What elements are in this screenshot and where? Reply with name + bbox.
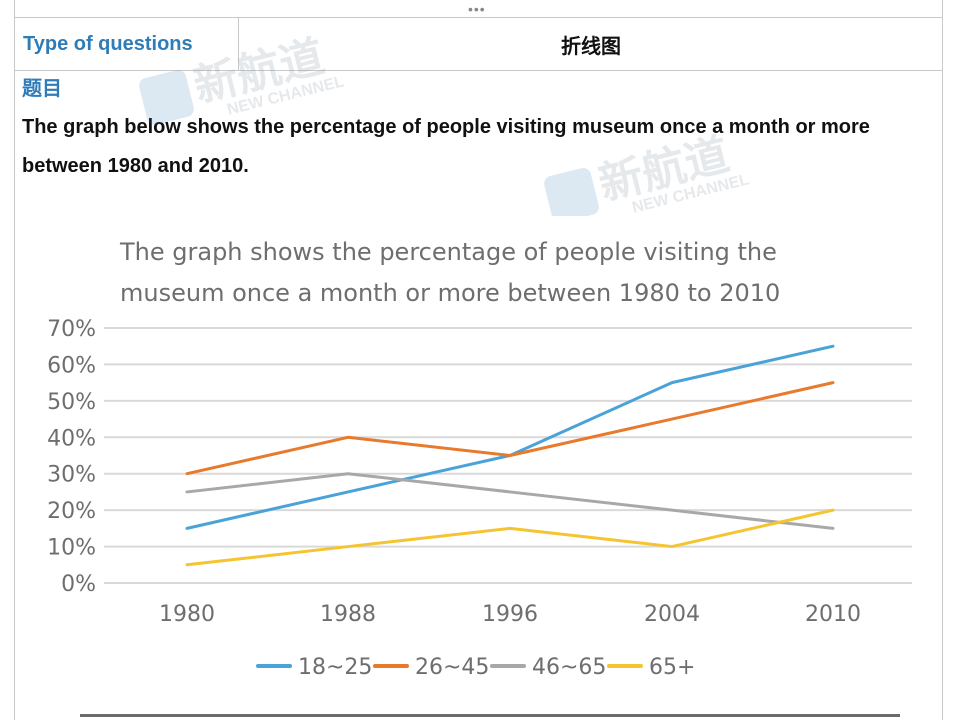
legend-label: 18~25 — [298, 655, 372, 680]
y-tick-label: 70% — [47, 317, 96, 342]
y-tick-label: 50% — [47, 390, 96, 415]
section-title: 题目 — [22, 78, 62, 100]
line-chart: 0% 10% 20% 30% 40% 50% 60% 70% 1980 1988 1996 2004 2… — [47, 317, 912, 680]
legend-label: 26~45 — [415, 655, 489, 680]
y-tick-label: 60% — [47, 353, 96, 378]
x-tick-label: 2010 — [805, 602, 861, 627]
more-options-icon[interactable]: ••• — [468, 1, 486, 17]
series-line-65+ — [185, 508, 835, 567]
x-tick-label: 1980 — [159, 602, 215, 627]
y-tick-label: 40% — [47, 426, 96, 451]
y-tick-label: 30% — [47, 463, 96, 488]
frame-right-border — [942, 0, 943, 720]
type-of-questions-label: Type of questions — [14, 18, 239, 70]
x-tick-label: 1988 — [320, 602, 376, 627]
chart-title: The graph shows the percentage of people… — [120, 238, 781, 307]
question-text: The graph below shows the percentage of … — [22, 116, 870, 177]
frame-left-border — [14, 0, 15, 720]
y-tick-label: 20% — [47, 499, 96, 524]
y-tick-label: 10% — [47, 536, 96, 561]
bottom-border — [80, 714, 900, 717]
chart-container: The graph shows the percentage of people… — [22, 216, 922, 720]
question-type-table: Type of questions 折线图 — [14, 17, 943, 71]
legend-label: 65+ — [649, 655, 695, 680]
series-line-26~45 — [185, 381, 835, 476]
y-tick-label: 0% — [61, 572, 96, 597]
legend-label: 46~65 — [532, 655, 606, 680]
question-type-value: 折线图 — [561, 35, 621, 58]
series-line-46~65 — [185, 472, 835, 530]
x-tick-label: 2004 — [644, 602, 700, 627]
x-tick-label: 1996 — [482, 602, 538, 627]
